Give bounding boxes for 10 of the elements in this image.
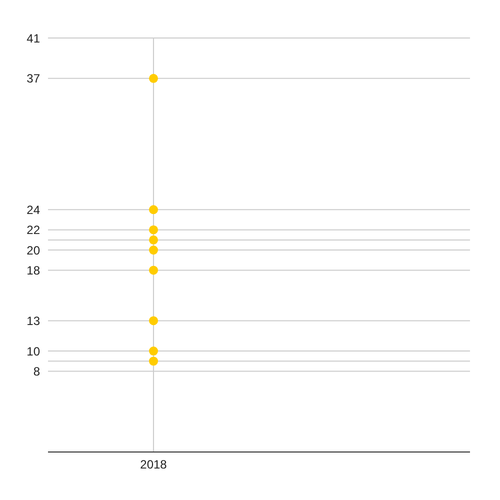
y-tick-label: 20 (26, 243, 40, 258)
y-tick-label: 8 (33, 364, 40, 378)
x-tick-label: 2018 (140, 458, 168, 472)
y-tick-label: 13 (26, 314, 40, 328)
y-tick-label: 37 (26, 72, 40, 86)
y-tick-label: 24 (26, 202, 40, 217)
y-tick-label: 10 (26, 344, 40, 358)
y-tick-label: 22 (26, 223, 40, 238)
y-tick-label: 41 (26, 31, 40, 46)
y-tick-label: 18 (26, 264, 40, 278)
